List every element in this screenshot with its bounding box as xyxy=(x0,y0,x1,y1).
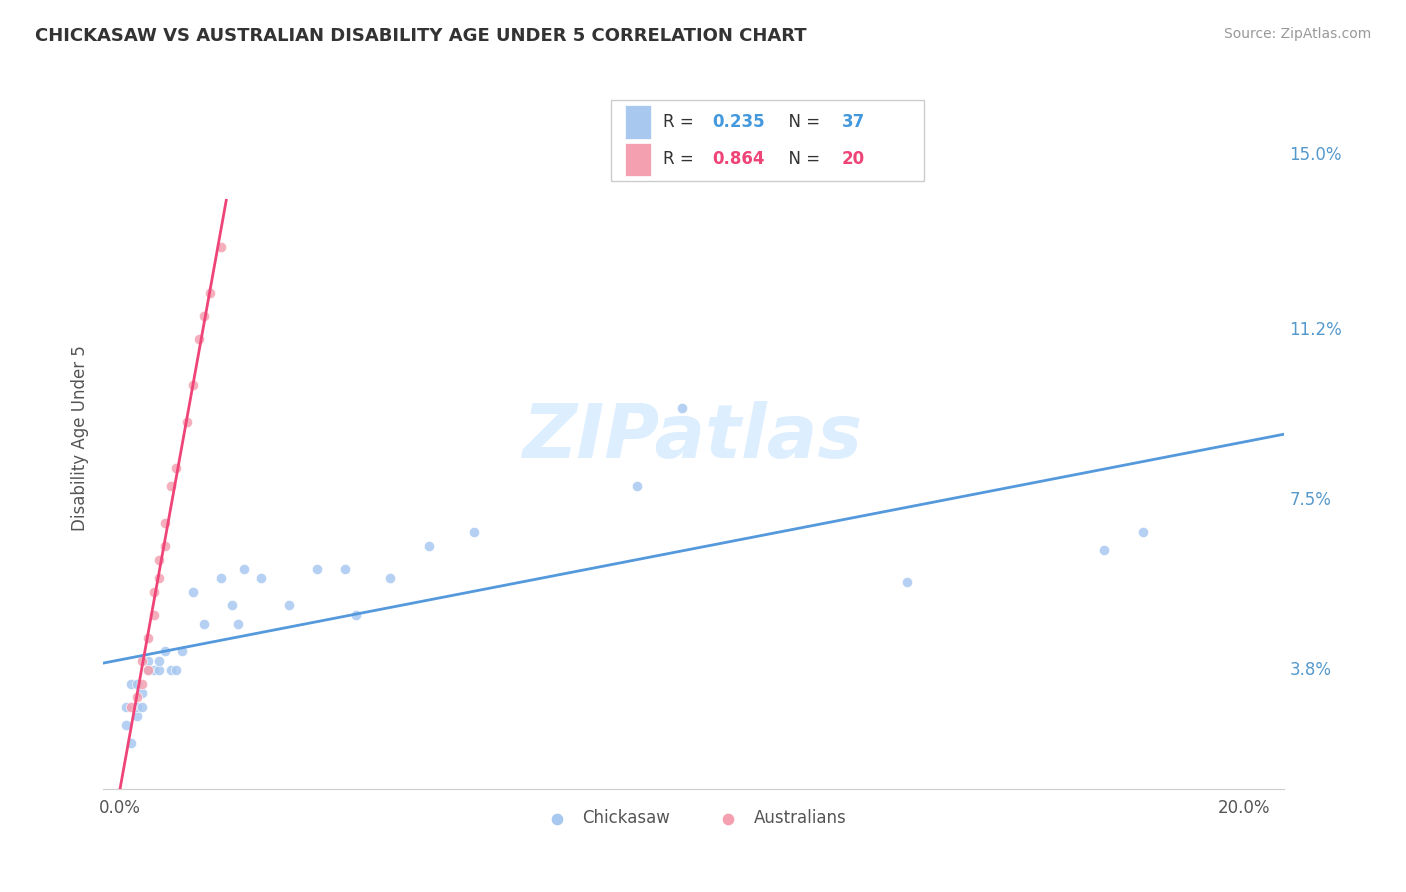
Text: R =: R = xyxy=(662,151,699,169)
Text: 15.0%: 15.0% xyxy=(1289,146,1341,164)
Point xyxy=(125,676,148,690)
Point xyxy=(1092,543,1115,558)
Point xyxy=(181,378,204,392)
Point xyxy=(463,524,485,539)
Point xyxy=(125,690,148,705)
Point xyxy=(305,562,328,576)
Text: N =: N = xyxy=(779,151,825,169)
Point xyxy=(142,584,165,599)
Point xyxy=(226,616,249,631)
Point xyxy=(125,699,148,714)
Point xyxy=(193,309,215,323)
Point xyxy=(131,699,153,714)
Text: 20: 20 xyxy=(842,151,865,169)
Point xyxy=(333,562,356,576)
Point xyxy=(378,571,401,585)
Text: 0.235: 0.235 xyxy=(713,113,765,131)
Point xyxy=(1132,524,1154,539)
Point xyxy=(249,571,271,585)
Point xyxy=(120,736,142,750)
Point xyxy=(142,607,165,622)
Text: Source: ZipAtlas.com: Source: ZipAtlas.com xyxy=(1223,27,1371,41)
Point xyxy=(165,460,187,475)
Text: 7.5%: 7.5% xyxy=(1289,491,1331,508)
Point xyxy=(671,401,693,415)
Point xyxy=(209,240,232,254)
Point xyxy=(159,479,181,493)
Point xyxy=(148,571,170,585)
Point xyxy=(418,539,440,553)
Point xyxy=(136,663,159,677)
Point xyxy=(114,718,136,732)
Point xyxy=(136,663,159,677)
Point xyxy=(136,631,159,645)
Point xyxy=(232,562,254,576)
Text: R =: R = xyxy=(662,113,699,131)
Point xyxy=(176,415,198,429)
Point xyxy=(344,607,367,622)
Legend: Chickasaw, Australians: Chickasaw, Australians xyxy=(534,802,853,834)
Point xyxy=(181,584,204,599)
Point xyxy=(198,286,221,301)
Text: N =: N = xyxy=(779,113,825,131)
Point xyxy=(153,539,176,553)
FancyBboxPatch shape xyxy=(624,143,651,177)
Text: CHICKASAW VS AUSTRALIAN DISABILITY AGE UNDER 5 CORRELATION CHART: CHICKASAW VS AUSTRALIAN DISABILITY AGE U… xyxy=(35,27,807,45)
Text: ZIPatlas: ZIPatlas xyxy=(523,401,863,475)
Text: 0.864: 0.864 xyxy=(713,151,765,169)
Text: 11.2%: 11.2% xyxy=(1289,321,1343,339)
Point xyxy=(148,663,170,677)
Point xyxy=(120,676,142,690)
Point xyxy=(277,599,299,613)
Point xyxy=(131,654,153,668)
Point xyxy=(170,644,193,658)
Point xyxy=(136,654,159,668)
Point xyxy=(125,708,148,723)
Point xyxy=(221,599,243,613)
Point xyxy=(159,663,181,677)
Point xyxy=(131,676,153,690)
Point xyxy=(209,571,232,585)
Point xyxy=(165,663,187,677)
Point xyxy=(120,699,142,714)
Point xyxy=(193,616,215,631)
FancyBboxPatch shape xyxy=(610,101,924,181)
Point xyxy=(153,516,176,530)
Text: 3.8%: 3.8% xyxy=(1289,661,1331,679)
FancyBboxPatch shape xyxy=(624,105,651,139)
Y-axis label: Disability Age Under 5: Disability Age Under 5 xyxy=(72,345,89,531)
Point xyxy=(114,699,136,714)
Point xyxy=(148,552,170,566)
Point xyxy=(896,575,918,590)
Text: 37: 37 xyxy=(842,113,865,131)
Point xyxy=(187,332,209,346)
Point xyxy=(153,644,176,658)
Point xyxy=(131,686,153,700)
Point xyxy=(148,654,170,668)
Point xyxy=(142,663,165,677)
Point xyxy=(626,479,648,493)
